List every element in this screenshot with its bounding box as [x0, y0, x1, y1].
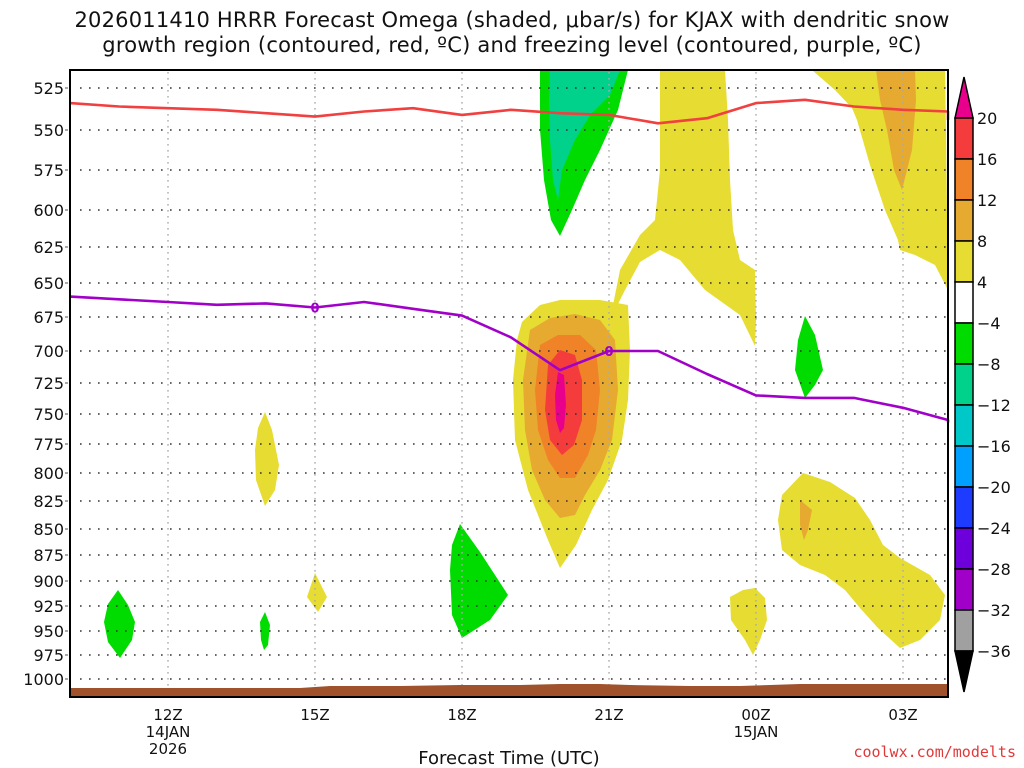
- shaded-region-green-column-11z: [145, 70, 199, 328]
- shaded-region-yellow-blob-15z: [307, 573, 327, 612]
- shaded-region-yellow-blob-14z: [255, 412, 279, 506]
- colorbar-swatch: [954, 322, 974, 365]
- colorbar-tick-label: −16: [977, 437, 1011, 456]
- shaded-region-green-blob-01z-core: [795, 316, 823, 398]
- colorbar-swatch: [954, 117, 974, 160]
- y-tick-label: 825: [33, 492, 64, 511]
- shaded-region-yellow-blob-01z-low: [778, 473, 945, 648]
- shaded-region-max-descent-20z-core: [555, 372, 566, 433]
- chart-title: 2026011410 HRRR Forecast Omega (shaded, …: [0, 8, 1024, 58]
- shaded-region-green-column-14z: [241, 70, 300, 315]
- colorbar: 20 16 12 8 4 −4 −8 −12 −16 −20 −24 −28 −32 −36: [954, 76, 1011, 693]
- colorbar-swatch: [954, 486, 974, 529]
- colorbar-swatch: [954, 199, 974, 242]
- plot-border: [69, 69, 949, 698]
- terrain-fill: [70, 684, 948, 697]
- colorbar-tick-label: −20: [977, 478, 1011, 497]
- x-tick-label: 18Z: [447, 706, 476, 724]
- contour-lines: 00: [69, 98, 950, 423]
- colorbar-swatch: [954, 609, 974, 652]
- shaded-region-green-blob-21z-low: [590, 540, 638, 650]
- snow-growth-contour-line: [69, 98, 950, 125]
- colorbar-tick-label: 20: [977, 109, 997, 128]
- shaded-region-yellow-upper-right-core: [876, 70, 916, 190]
- plot-frame: [69, 69, 949, 698]
- x-axis-label: Forecast Time (UTC): [418, 748, 599, 768]
- colorbar-swatch: [954, 363, 974, 406]
- colorbar-tick-label: −4: [977, 314, 1001, 333]
- grid: [80, 72, 946, 691]
- x-tick-label: 03Z: [888, 706, 917, 724]
- y-tick-label: 1000: [23, 670, 64, 689]
- colorbar-tick-label: 8: [977, 232, 987, 251]
- y-tick-label: 625: [33, 238, 64, 257]
- x-tick-label: 00Z: [741, 706, 770, 724]
- colorbar-tick-label: −32: [977, 601, 1011, 620]
- colorbar-tick-label: −24: [977, 519, 1011, 538]
- contour-label: 0: [310, 301, 319, 316]
- shaded-region-green-blob-18z-low-core: [450, 524, 508, 638]
- colorbar-swatch: [954, 240, 974, 283]
- colorbar-tick-label: −8: [977, 355, 1001, 374]
- x-tick-date: 14JAN: [146, 723, 191, 741]
- shaded-region-yellow-upper-21z-24z: [600, 70, 756, 346]
- y-tick-label: 775: [33, 435, 64, 454]
- y-tick-label: 525: [33, 79, 64, 98]
- omega-shading: [86, 70, 948, 674]
- y-tick-label: 675: [33, 308, 64, 327]
- freezing-level-contour-line: [69, 295, 950, 423]
- shaded-region-green-blob-18z-low: [434, 424, 528, 664]
- y-tick-label: 975: [33, 646, 64, 665]
- shaded-region-green-blob-11z-low-core: [104, 590, 135, 658]
- y-tick-label: 725: [33, 374, 64, 393]
- y-tick-label: 925: [33, 597, 64, 616]
- y-tick-label: 800: [33, 464, 64, 483]
- colorbar-min-arrow: [954, 650, 974, 693]
- shaded-region-green-blob-14z-low-core: [260, 612, 270, 650]
- colorbar-swatch: [954, 568, 974, 611]
- y-tick-label: 750: [33, 405, 64, 424]
- y-tick-label: 875: [33, 546, 64, 565]
- y-axis: 525 550 575 600 625 650 675 700 725 750 775 800 825 8…: [23, 79, 68, 689]
- colorbar-tick-label: −28: [977, 560, 1011, 579]
- y-tick-label: 600: [33, 201, 64, 220]
- y-tick-label: 550: [33, 121, 64, 140]
- colorbar-swatch: [954, 527, 974, 570]
- colorbar-tick-label: 16: [977, 150, 997, 169]
- x-tick-year: 2026: [149, 740, 187, 758]
- y-tick-label: 850: [33, 520, 64, 539]
- colorbar-swatch: [954, 404, 974, 447]
- y-tick-label: 900: [33, 572, 64, 591]
- chart-title-line2: growth region (contoured, red, ºC) and f…: [102, 33, 922, 57]
- x-tick-date: 15JAN: [734, 723, 779, 741]
- shaded-region-green-blob-11z-mid: [99, 346, 133, 456]
- contour-label: 0: [604, 345, 613, 360]
- y-tick-label: 950: [33, 622, 64, 641]
- colorbar-swatch: [954, 445, 974, 488]
- terrain: [70, 684, 948, 697]
- x-tick-label: 12Z: [153, 706, 182, 724]
- colorbar-tick-label: −12: [977, 396, 1011, 415]
- y-tick-label: 575: [33, 161, 64, 180]
- x-tick-label: 21Z: [594, 706, 623, 724]
- colorbar-tick-label: −36: [977, 642, 1011, 661]
- y-tick-label: 700: [33, 342, 64, 361]
- colorbar-tick-label: 12: [977, 191, 997, 210]
- chart-title-line1: 2026011410 HRRR Forecast Omega (shaded, …: [74, 8, 950, 32]
- colorbar-tick-label: 4: [977, 273, 987, 292]
- y-tick-label: 650: [33, 274, 64, 293]
- colorbar-max-arrow: [954, 76, 974, 119]
- credit-link[interactable]: coolwx.com/modelts: [853, 743, 1016, 761]
- shaded-region-cyan-column-20z-core: [549, 70, 620, 200]
- colorbar-swatch: [954, 158, 974, 201]
- colorbar-swatch: [954, 281, 974, 324]
- shaded-region-yellow-blob-00z-low: [730, 588, 767, 655]
- shaded-region-yellow-blob-01z-low-core: [800, 500, 812, 540]
- x-tick-label: 15Z: [300, 706, 329, 724]
